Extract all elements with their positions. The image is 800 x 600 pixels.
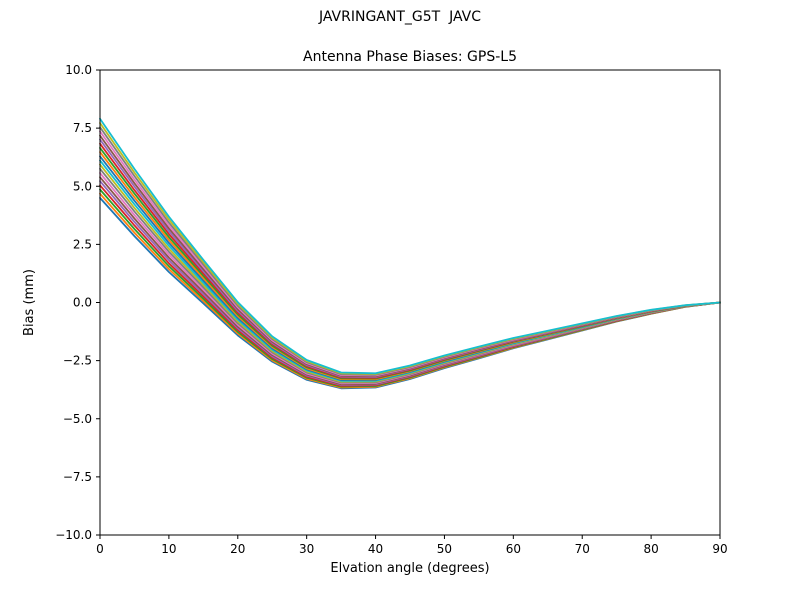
series-line-curve-13 [99,146,721,380]
x-tick-label: 40 [368,542,383,556]
series-line-curve-19 [99,122,721,375]
y-axis-label: Bias (mm) [22,269,37,336]
series-line-curve-04 [99,184,721,387]
series-line-curve-16 [99,134,721,378]
series-line-curve-18 [99,126,721,376]
series-line-curve-12 [99,151,721,381]
series-line-curve-06 [99,176,721,386]
axes-title: Antenna Phase Biases: GPS-L5 [303,49,517,65]
y-tick-label: −2.5 [63,354,92,368]
series-line-curve-11 [99,155,721,381]
series-line-curve-14 [99,142,721,379]
y-tick-label: 0.0 [73,296,92,310]
x-tick-label: 20 [230,542,245,556]
x-tick-label: 50 [437,542,452,556]
series-line-curve-03 [99,188,721,388]
series-line-curve-15 [99,138,721,378]
y-tick-label: −7.5 [63,470,92,484]
x-tick-label: 10 [161,542,176,556]
x-axis-label: Elvation angle (degrees) [330,561,489,576]
axes-frame [99,69,721,536]
series-line-curve-07 [99,172,721,385]
series-line-curve-20 [99,117,721,375]
y-tick-label: 5.0 [73,179,92,193]
series-line-curve-17 [99,130,721,377]
y-tick-label: 2.5 [73,237,92,251]
x-tick-label: 90 [712,542,727,556]
x-tick-label: 70 [575,542,590,556]
series-line-curve-09 [99,163,721,383]
series-line-curve-01 [99,196,721,390]
x-tick-label: 0 [96,542,104,556]
series-line-curve-02 [99,192,721,389]
figure-suptitle: JAVRINGANT_G5T JAVC [318,9,482,25]
series-line-curve-05 [99,180,721,386]
x-tick-label: 80 [643,542,658,556]
y-tick-label: 7.5 [73,121,92,135]
x-tick-label: 30 [299,542,314,556]
series-line-curve-08 [99,167,721,384]
series-line-curve-10 [99,159,721,382]
y-tick-label: −5.0 [63,412,92,426]
x-tick-label: 60 [506,542,521,556]
y-tick-label: 10.0 [65,63,92,77]
y-tick-label: −10.0 [55,528,92,542]
